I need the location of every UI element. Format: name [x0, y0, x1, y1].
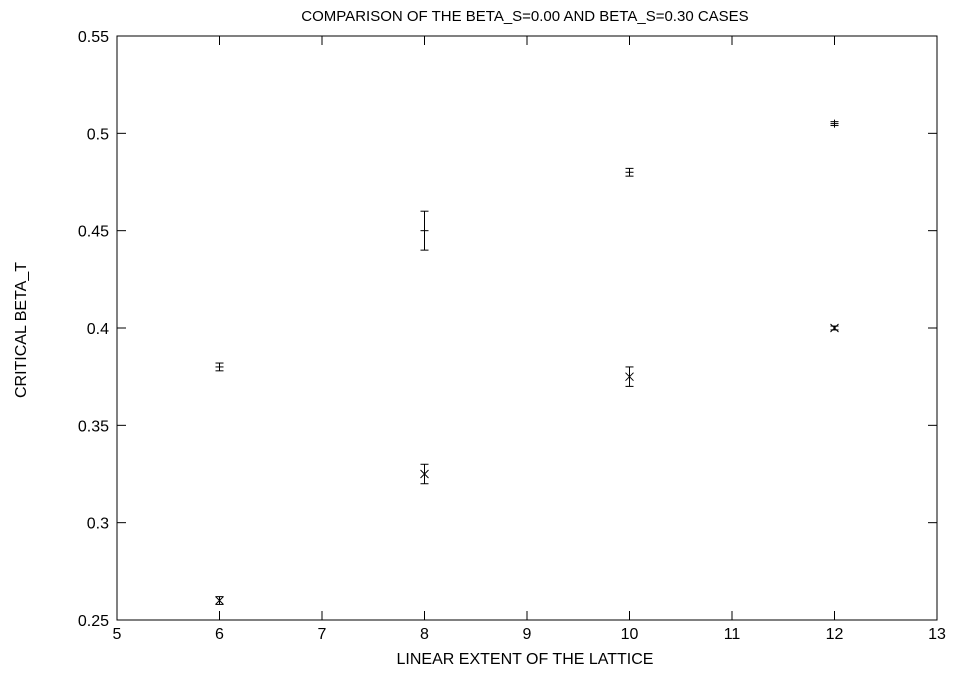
x-tick-label: 6	[215, 626, 224, 643]
x-tick-label: 9	[523, 626, 532, 643]
y-tick-label: 0.45	[78, 224, 109, 241]
x-tick-label: 7	[318, 626, 327, 643]
y-axis-label: CRITICAL BETA_T	[13, 262, 30, 398]
data-point	[830, 119, 839, 128]
x-axis-label: LINEAR EXTENT OF THE LATTICE	[397, 651, 654, 668]
cross-marker-b	[215, 596, 224, 605]
y-tick-label: 0.5	[87, 126, 109, 143]
data-point	[625, 167, 634, 177]
cross-marker-b	[420, 469, 429, 479]
cross-marker-b	[830, 323, 839, 333]
data-point	[215, 362, 224, 372]
y-tick-label: 0.35	[78, 418, 109, 435]
data-marks	[215, 119, 839, 605]
data-series-2	[215, 323, 839, 605]
y-tick-label: 0.3	[87, 516, 109, 533]
y-tick-label: 0.25	[78, 613, 109, 630]
plot-frame	[116, 35, 938, 621]
x-tick-label: 8	[420, 626, 429, 643]
data-point	[830, 323, 839, 333]
x-tick-label: 10	[621, 626, 639, 643]
data-point	[420, 210, 429, 251]
y-tick-label: 0.4	[87, 321, 109, 338]
y-tick-label: 0.55	[78, 29, 109, 46]
chart-title: COMPARISON OF THE BETA_S=0.00 AND BETA_S…	[301, 8, 748, 25]
x-tick-label: 5	[113, 626, 122, 643]
data-series-1	[215, 119, 839, 372]
data-point	[420, 463, 429, 485]
x-tick-label: 11	[724, 626, 741, 643]
x-tick-label: 13	[928, 626, 946, 643]
data-point	[215, 596, 224, 605]
axis-ticks: 5 6 7 8 9 10 11 12 13 0.25 0.3 0.35 0.4 0.45 0.5 0.55	[78, 29, 946, 643]
x-tick-label: 12	[826, 626, 844, 643]
data-point	[625, 366, 634, 387]
cross-marker-b	[625, 372, 634, 382]
